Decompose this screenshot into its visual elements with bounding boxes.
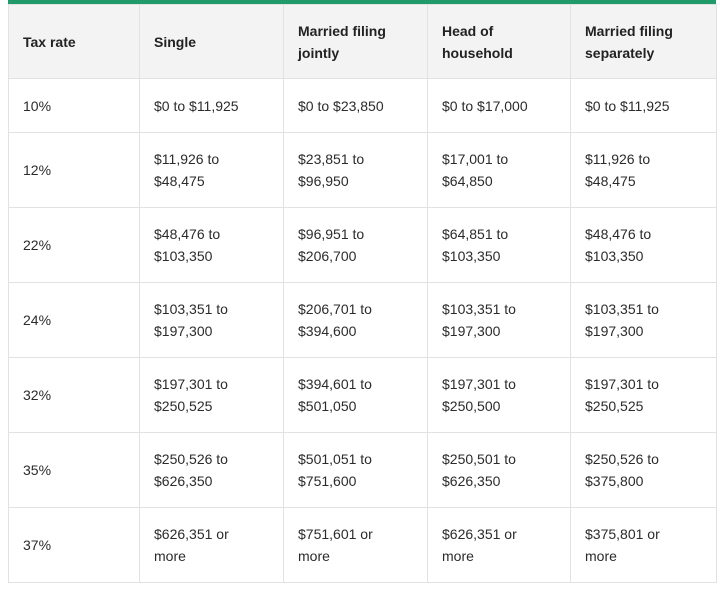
table-body: 10% $0 to $11,925 $0 to $23,850 $0 to $17,0… [8, 78, 717, 583]
table-cell: $394,601 to $501,050 [283, 357, 428, 433]
table-cell: $103,351 to $197,300 [427, 282, 571, 358]
table-row: 37% $626,351 or more $751,601 or more $626,… [8, 507, 717, 583]
income-range: $250,526 to $626,350 [154, 451, 228, 489]
income-range: $197,301 to $250,525 [585, 376, 659, 414]
tax-rate: 37% [23, 537, 52, 553]
header-text: Married filing separately [585, 22, 673, 61]
table-cell: $250,526 to $375,800 [570, 432, 717, 508]
table-row: 22% $48,476 to $103,350 $96,951 to $206,70… [8, 207, 717, 283]
tax-rate: 24% [23, 312, 52, 328]
header-text: Tax rate [23, 33, 76, 50]
income-range: $0 to $11,925 [154, 97, 239, 114]
table-cell: $23,851 to $96,950 [283, 132, 428, 208]
income-range: $626,351 or more [442, 526, 517, 564]
income-range: $11,926 to $48,475 [154, 151, 220, 189]
table-cell: $197,301 to $250,525 [570, 357, 717, 433]
table-row: 35% $250,526 to $626,350 $501,051 to $751,… [8, 432, 717, 508]
income-range: $103,351 to $197,300 [154, 301, 228, 339]
income-range: $394,601 to $501,050 [298, 376, 372, 414]
table-cell: $751,601 or more [283, 507, 428, 583]
income-range: $96,951 to $206,700 [298, 226, 365, 264]
table-row: 32% $197,301 to $250,525 $394,601 to $501,… [8, 357, 717, 433]
table-cell: $48,476 to $103,350 [570, 207, 717, 283]
table-cell: $96,951 to $206,700 [283, 207, 428, 283]
income-range: $626,351 or more [154, 526, 229, 564]
header-row: Tax rate Single Married filing jointly Head… [8, 4, 717, 79]
table-row: 24% $103,351 to $197,300 $206,701 to $394,… [8, 282, 717, 358]
income-range: $103,351 to $197,300 [585, 301, 659, 339]
income-range: $375,801 or more [585, 526, 660, 564]
income-range: $0 to $23,850 [298, 97, 384, 114]
header-cell: Married filing jointly [283, 4, 428, 79]
income-range: $103,351 to $197,300 [442, 301, 516, 339]
tax-rate: 12% [23, 162, 52, 178]
table-cell: $0 to $11,925 [139, 78, 284, 133]
table-cell: $0 to $23,850 [283, 78, 428, 133]
tax-table: Tax rate Single Married filing jointly Head… [8, 4, 717, 583]
table-cell: $0 to $11,925 [570, 78, 717, 133]
table-cell: 24% [8, 282, 140, 358]
table-cell: 12% [8, 132, 140, 208]
table-cell: $626,351 or more [427, 507, 571, 583]
tax-rate: 22% [23, 237, 52, 253]
table-cell: 35% [8, 432, 140, 508]
income-range: $197,301 to $250,500 [442, 376, 516, 414]
table-cell: 10% [8, 78, 140, 133]
table-cell: $48,476 to $103,350 [139, 207, 284, 283]
tax-rate: 35% [23, 462, 52, 478]
table-cell: 32% [8, 357, 140, 433]
income-range: $48,476 to $103,350 [585, 226, 652, 264]
table-cell: $64,851 to $103,350 [427, 207, 571, 283]
income-range: $250,526 to $375,800 [585, 451, 659, 489]
income-range: $23,851 to $96,950 [298, 151, 365, 189]
table-cell: 22% [8, 207, 140, 283]
table-cell: $501,051 to $751,600 [283, 432, 428, 508]
header-cell: Married filing separately [570, 4, 717, 79]
table-cell: $0 to $17,000 [427, 78, 571, 133]
header-cell: Single [139, 4, 284, 79]
header-text: Single [154, 33, 197, 50]
table-cell: 37% [8, 507, 140, 583]
income-range: $206,701 to $394,600 [298, 301, 372, 339]
table-row: 10% $0 to $11,925 $0 to $23,850 $0 to $17,0… [8, 78, 717, 133]
table-cell: $103,351 to $197,300 [570, 282, 717, 358]
table-cell: $103,351 to $197,300 [139, 282, 284, 358]
income-range: $751,601 or more [298, 526, 373, 564]
table-cell: $250,526 to $626,350 [139, 432, 284, 508]
table-cell: $626,351 or more [139, 507, 284, 583]
income-range: $11,926 to $48,475 [585, 151, 651, 189]
table-row: 12% $11,926 to $48,475 $23,851 to $96,950 $… [8, 132, 717, 208]
income-range: $17,001 to $64,850 [442, 151, 509, 189]
income-range: $250,501 to $626,350 [442, 451, 516, 489]
header-text: Married filing jointly [298, 22, 386, 61]
table-cell: $11,926 to $48,475 [570, 132, 717, 208]
income-range: $0 to $11,925 [585, 97, 670, 114]
table-cell: $375,801 or more [570, 507, 717, 583]
income-range: $48,476 to $103,350 [154, 226, 221, 264]
income-range: $197,301 to $250,525 [154, 376, 228, 414]
header-cell: Tax rate [8, 4, 140, 79]
table-cell: $197,301 to $250,500 [427, 357, 571, 433]
income-range: $501,051 to $751,600 [298, 451, 372, 489]
tax-rate: 10% [23, 97, 52, 114]
header-text: Head of household [442, 22, 513, 61]
table-cell: $250,501 to $626,350 [427, 432, 571, 508]
table-container: Tax rate Single Married filing jointly Head… [8, 0, 717, 583]
table-cell: $197,301 to $250,525 [139, 357, 284, 433]
table-cell: $206,701 to $394,600 [283, 282, 428, 358]
income-range: $0 to $17,000 [442, 97, 528, 114]
tax-rate: 32% [23, 387, 52, 403]
table-cell: $11,926 to $48,475 [139, 132, 284, 208]
table-cell: $17,001 to $64,850 [427, 132, 571, 208]
header-cell: Head of household [427, 4, 571, 79]
income-range: $64,851 to $103,350 [442, 226, 509, 264]
